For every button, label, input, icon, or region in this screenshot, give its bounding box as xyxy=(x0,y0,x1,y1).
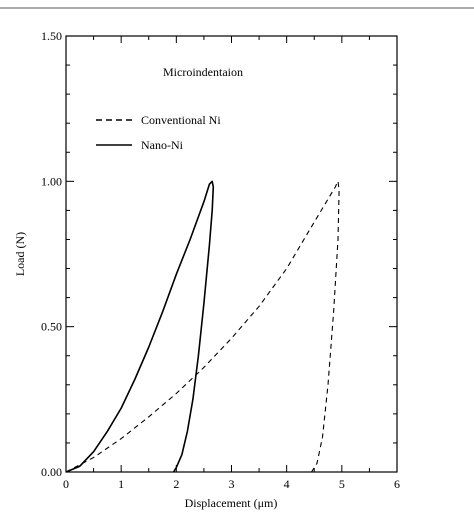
x-tick-label: 5 xyxy=(339,477,345,491)
legend-label-conventional-ni: Conventional Ni xyxy=(141,113,221,127)
series-line-conventional-ni xyxy=(65,180,340,473)
x-tick-label: 3 xyxy=(229,477,235,491)
axis-ticks xyxy=(65,35,398,473)
series-layer xyxy=(65,180,340,473)
x-tick-label: 0 xyxy=(63,477,69,491)
y-tick-label: 1.00 xyxy=(41,174,62,188)
x-tick-label: 4 xyxy=(284,477,290,491)
y-tick-label: 0.00 xyxy=(41,465,62,479)
axis-tick-labels: 0 1 2 3 4 5 6 0.00 0.50 1.00 1.50 xyxy=(41,29,400,491)
y-tick-label: 0.50 xyxy=(41,320,62,334)
chart-annotation: Microindentaion xyxy=(163,65,243,79)
x-axis-title: Displacement (μm) xyxy=(185,496,278,510)
series-line-nano-ni xyxy=(65,180,215,473)
x-tick-label: 2 xyxy=(173,477,179,491)
plot-frame xyxy=(65,35,398,473)
x-tick-label: 6 xyxy=(394,477,400,491)
legend-label-nano-ni: Nano-Ni xyxy=(141,138,184,152)
y-tick-label: 1.50 xyxy=(41,29,62,43)
x-tick-label: 1 xyxy=(118,477,124,491)
legend: Conventional Ni Nano-Ni xyxy=(96,113,221,152)
y-axis-title: Load (N) xyxy=(13,232,27,276)
